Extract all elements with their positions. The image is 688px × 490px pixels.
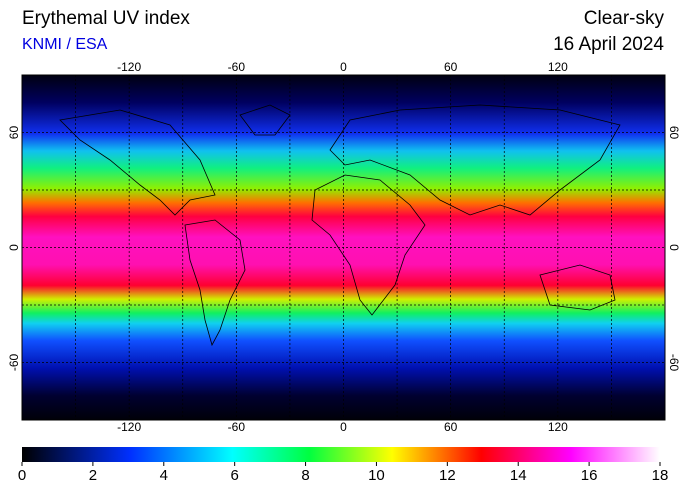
lon-label-top: 60 <box>444 60 458 74</box>
colorbar <box>22 447 660 462</box>
lat-label-right: -60 <box>667 354 681 372</box>
colorbar-label: 4 <box>160 467 168 484</box>
lon-label-bottom: 120 <box>548 420 568 434</box>
colorbar-label: 6 <box>230 467 238 484</box>
map-frame <box>21 74 666 421</box>
colorbar-label: 16 <box>581 467 598 484</box>
colorbar-label: 10 <box>368 467 385 484</box>
colorbar-label: 14 <box>510 467 527 484</box>
lon-label-top: 120 <box>548 60 568 74</box>
lon-label-bottom: -60 <box>228 420 246 434</box>
lon-label-top: 0 <box>340 60 347 74</box>
colorbar-label: 12 <box>439 467 456 484</box>
source: KNMI / ESA <box>22 36 108 53</box>
lat-label-left: 0 <box>7 244 21 251</box>
lat-label-left: -60 <box>7 354 21 372</box>
colorbar-label: 18 <box>652 467 669 484</box>
lon-label-bottom: -120 <box>117 420 141 434</box>
lat-label-left: 60 <box>7 126 21 140</box>
coastlines <box>59 104 621 347</box>
graticule <box>22 75 665 420</box>
colorbar-label: 2 <box>89 467 97 484</box>
colorbar-label: 8 <box>301 467 309 484</box>
lon-label-top: -120 <box>117 60 141 74</box>
date: 16 April 2024 <box>553 34 664 55</box>
lon-label-top: -60 <box>228 60 246 74</box>
lat-label-right: 0 <box>667 244 681 251</box>
colorbar-label: 0 <box>18 467 26 484</box>
sky-label: Clear-sky <box>584 8 665 29</box>
lon-label-bottom: 60 <box>444 420 458 434</box>
title: Erythemal UV index <box>22 8 190 29</box>
lat-label-right: 60 <box>667 126 681 140</box>
lon-label-bottom: 0 <box>340 420 347 434</box>
